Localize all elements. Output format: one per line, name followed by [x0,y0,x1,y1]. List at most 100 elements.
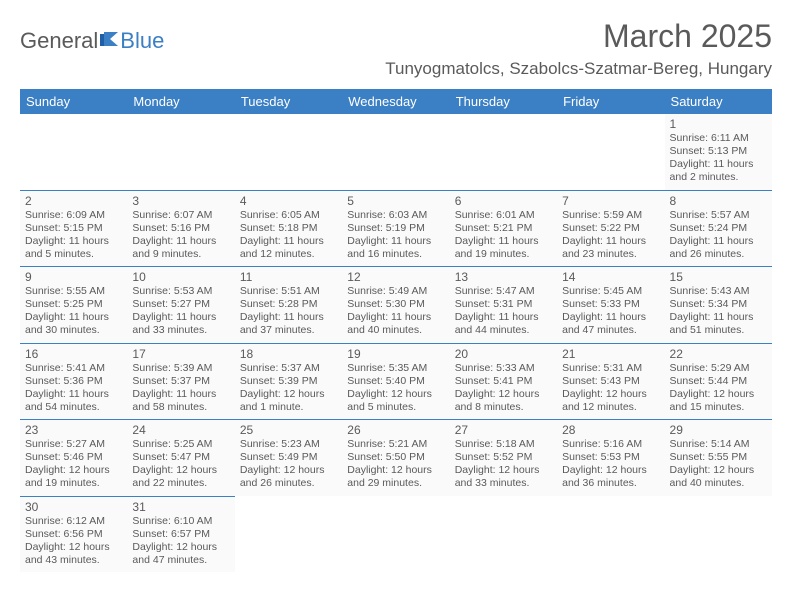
daylight-text-2: and 1 minute. [240,401,337,414]
calendar-week-row: 23Sunrise: 5:27 AMSunset: 5:46 PMDayligh… [20,420,772,497]
day-info: Sunrise: 5:27 AMSunset: 5:46 PMDaylight:… [25,438,122,491]
day-number: 1 [670,117,767,131]
sunset-text: Sunset: 5:46 PM [25,451,122,464]
daylight-text: Daylight: 11 hours [347,311,444,324]
daylight-text: Daylight: 11 hours [670,311,767,324]
sunrise-text: Sunrise: 5:18 AM [455,438,552,451]
sunrise-text: Sunrise: 5:16 AM [562,438,659,451]
day-info: Sunrise: 5:59 AMSunset: 5:22 PMDaylight:… [562,209,659,262]
daylight-text-2: and 47 minutes. [562,324,659,337]
sunset-text: Sunset: 5:36 PM [25,375,122,388]
day-number: 26 [347,423,444,437]
day-number: 14 [562,270,659,284]
day-number: 9 [25,270,122,284]
day-info: Sunrise: 5:49 AMSunset: 5:30 PMDaylight:… [347,285,444,338]
daylight-text: Daylight: 12 hours [455,388,552,401]
sunset-text: Sunset: 5:34 PM [670,298,767,311]
daylight-text-2: and 43 minutes. [25,554,122,567]
calendar-day-cell: 8Sunrise: 5:57 AMSunset: 5:24 PMDaylight… [665,190,772,267]
calendar-day-cell: 3Sunrise: 6:07 AMSunset: 5:16 PMDaylight… [127,190,234,267]
daylight-text: Daylight: 11 hours [562,311,659,324]
day-info: Sunrise: 5:23 AMSunset: 5:49 PMDaylight:… [240,438,337,491]
weekday-header: Saturday [665,89,772,114]
sunrise-text: Sunrise: 5:21 AM [347,438,444,451]
daylight-text: Daylight: 11 hours [347,235,444,248]
daylight-text-2: and 26 minutes. [670,248,767,261]
sunrise-text: Sunrise: 6:01 AM [455,209,552,222]
calendar-week-row: 9Sunrise: 5:55 AMSunset: 5:25 PMDaylight… [20,267,772,344]
day-number: 28 [562,423,659,437]
daylight-text: Daylight: 11 hours [562,235,659,248]
calendar-day-cell: 12Sunrise: 5:49 AMSunset: 5:30 PMDayligh… [342,267,449,344]
daylight-text-2: and 40 minutes. [347,324,444,337]
sunrise-text: Sunrise: 5:23 AM [240,438,337,451]
sunset-text: Sunset: 5:13 PM [670,145,767,158]
day-info: Sunrise: 5:16 AMSunset: 5:53 PMDaylight:… [562,438,659,491]
sunset-text: Sunset: 5:24 PM [670,222,767,235]
daylight-text-2: and 16 minutes. [347,248,444,261]
logo-flag-icon [100,28,120,54]
sunset-text: Sunset: 5:53 PM [562,451,659,464]
sunset-text: Sunset: 5:55 PM [670,451,767,464]
sunset-text: Sunset: 5:30 PM [347,298,444,311]
day-info: Sunrise: 5:14 AMSunset: 5:55 PMDaylight:… [670,438,767,491]
day-info: Sunrise: 6:07 AMSunset: 5:16 PMDaylight:… [132,209,229,262]
sunset-text: Sunset: 5:40 PM [347,375,444,388]
daylight-text-2: and 47 minutes. [132,554,229,567]
sunset-text: Sunset: 5:41 PM [455,375,552,388]
day-info: Sunrise: 6:03 AMSunset: 5:19 PMDaylight:… [347,209,444,262]
day-number: 4 [240,194,337,208]
day-number: 13 [455,270,552,284]
daylight-text-2: and 58 minutes. [132,401,229,414]
weekday-header: Monday [127,89,234,114]
daylight-text-2: and 26 minutes. [240,477,337,490]
calendar-day-cell [665,496,772,572]
sunset-text: Sunset: 5:39 PM [240,375,337,388]
sunset-text: Sunset: 5:22 PM [562,222,659,235]
daylight-text: Daylight: 11 hours [670,235,767,248]
daylight-text: Daylight: 11 hours [240,311,337,324]
weekday-header: Wednesday [342,89,449,114]
day-number: 30 [25,500,122,514]
logo: General Blue [20,28,164,54]
calendar-day-cell: 30Sunrise: 6:12 AMSunset: 6:56 PMDayligh… [20,496,127,572]
daylight-text-2: and 15 minutes. [670,401,767,414]
calendar-day-cell: 14Sunrise: 5:45 AMSunset: 5:33 PMDayligh… [557,267,664,344]
day-number: 3 [132,194,229,208]
calendar-table: SundayMondayTuesdayWednesdayThursdayFrid… [20,89,772,572]
calendar-day-cell: 11Sunrise: 5:51 AMSunset: 5:28 PMDayligh… [235,267,342,344]
sunrise-text: Sunrise: 5:55 AM [25,285,122,298]
day-info: Sunrise: 5:53 AMSunset: 5:27 PMDaylight:… [132,285,229,338]
daylight-text-2: and 29 minutes. [347,477,444,490]
calendar-day-cell: 15Sunrise: 5:43 AMSunset: 5:34 PMDayligh… [665,267,772,344]
daylight-text: Daylight: 11 hours [25,311,122,324]
calendar-week-row: 2Sunrise: 6:09 AMSunset: 5:15 PMDaylight… [20,190,772,267]
daylight-text-2: and 33 minutes. [132,324,229,337]
sunset-text: Sunset: 5:27 PM [132,298,229,311]
sunset-text: Sunset: 5:21 PM [455,222,552,235]
sunset-text: Sunset: 5:15 PM [25,222,122,235]
day-info: Sunrise: 6:10 AMSunset: 6:57 PMDaylight:… [132,515,229,568]
sunrise-text: Sunrise: 5:51 AM [240,285,337,298]
calendar-day-cell [450,114,557,190]
day-number: 27 [455,423,552,437]
day-info: Sunrise: 5:47 AMSunset: 5:31 PMDaylight:… [455,285,552,338]
weekday-header: Friday [557,89,664,114]
sunset-text: Sunset: 5:47 PM [132,451,229,464]
daylight-text: Daylight: 11 hours [25,388,122,401]
day-number: 22 [670,347,767,361]
daylight-text-2: and 51 minutes. [670,324,767,337]
sunset-text: Sunset: 5:37 PM [132,375,229,388]
daylight-text: Daylight: 11 hours [132,311,229,324]
daylight-text-2: and 12 minutes. [240,248,337,261]
sunset-text: Sunset: 5:28 PM [240,298,337,311]
day-info: Sunrise: 5:57 AMSunset: 5:24 PMDaylight:… [670,209,767,262]
calendar-day-cell: 23Sunrise: 5:27 AMSunset: 5:46 PMDayligh… [20,420,127,497]
day-info: Sunrise: 5:31 AMSunset: 5:43 PMDaylight:… [562,362,659,415]
calendar-day-cell: 20Sunrise: 5:33 AMSunset: 5:41 PMDayligh… [450,343,557,420]
day-info: Sunrise: 6:11 AMSunset: 5:13 PMDaylight:… [670,132,767,185]
sunset-text: Sunset: 5:43 PM [562,375,659,388]
sunset-text: Sunset: 5:49 PM [240,451,337,464]
day-info: Sunrise: 6:05 AMSunset: 5:18 PMDaylight:… [240,209,337,262]
sunset-text: Sunset: 5:31 PM [455,298,552,311]
